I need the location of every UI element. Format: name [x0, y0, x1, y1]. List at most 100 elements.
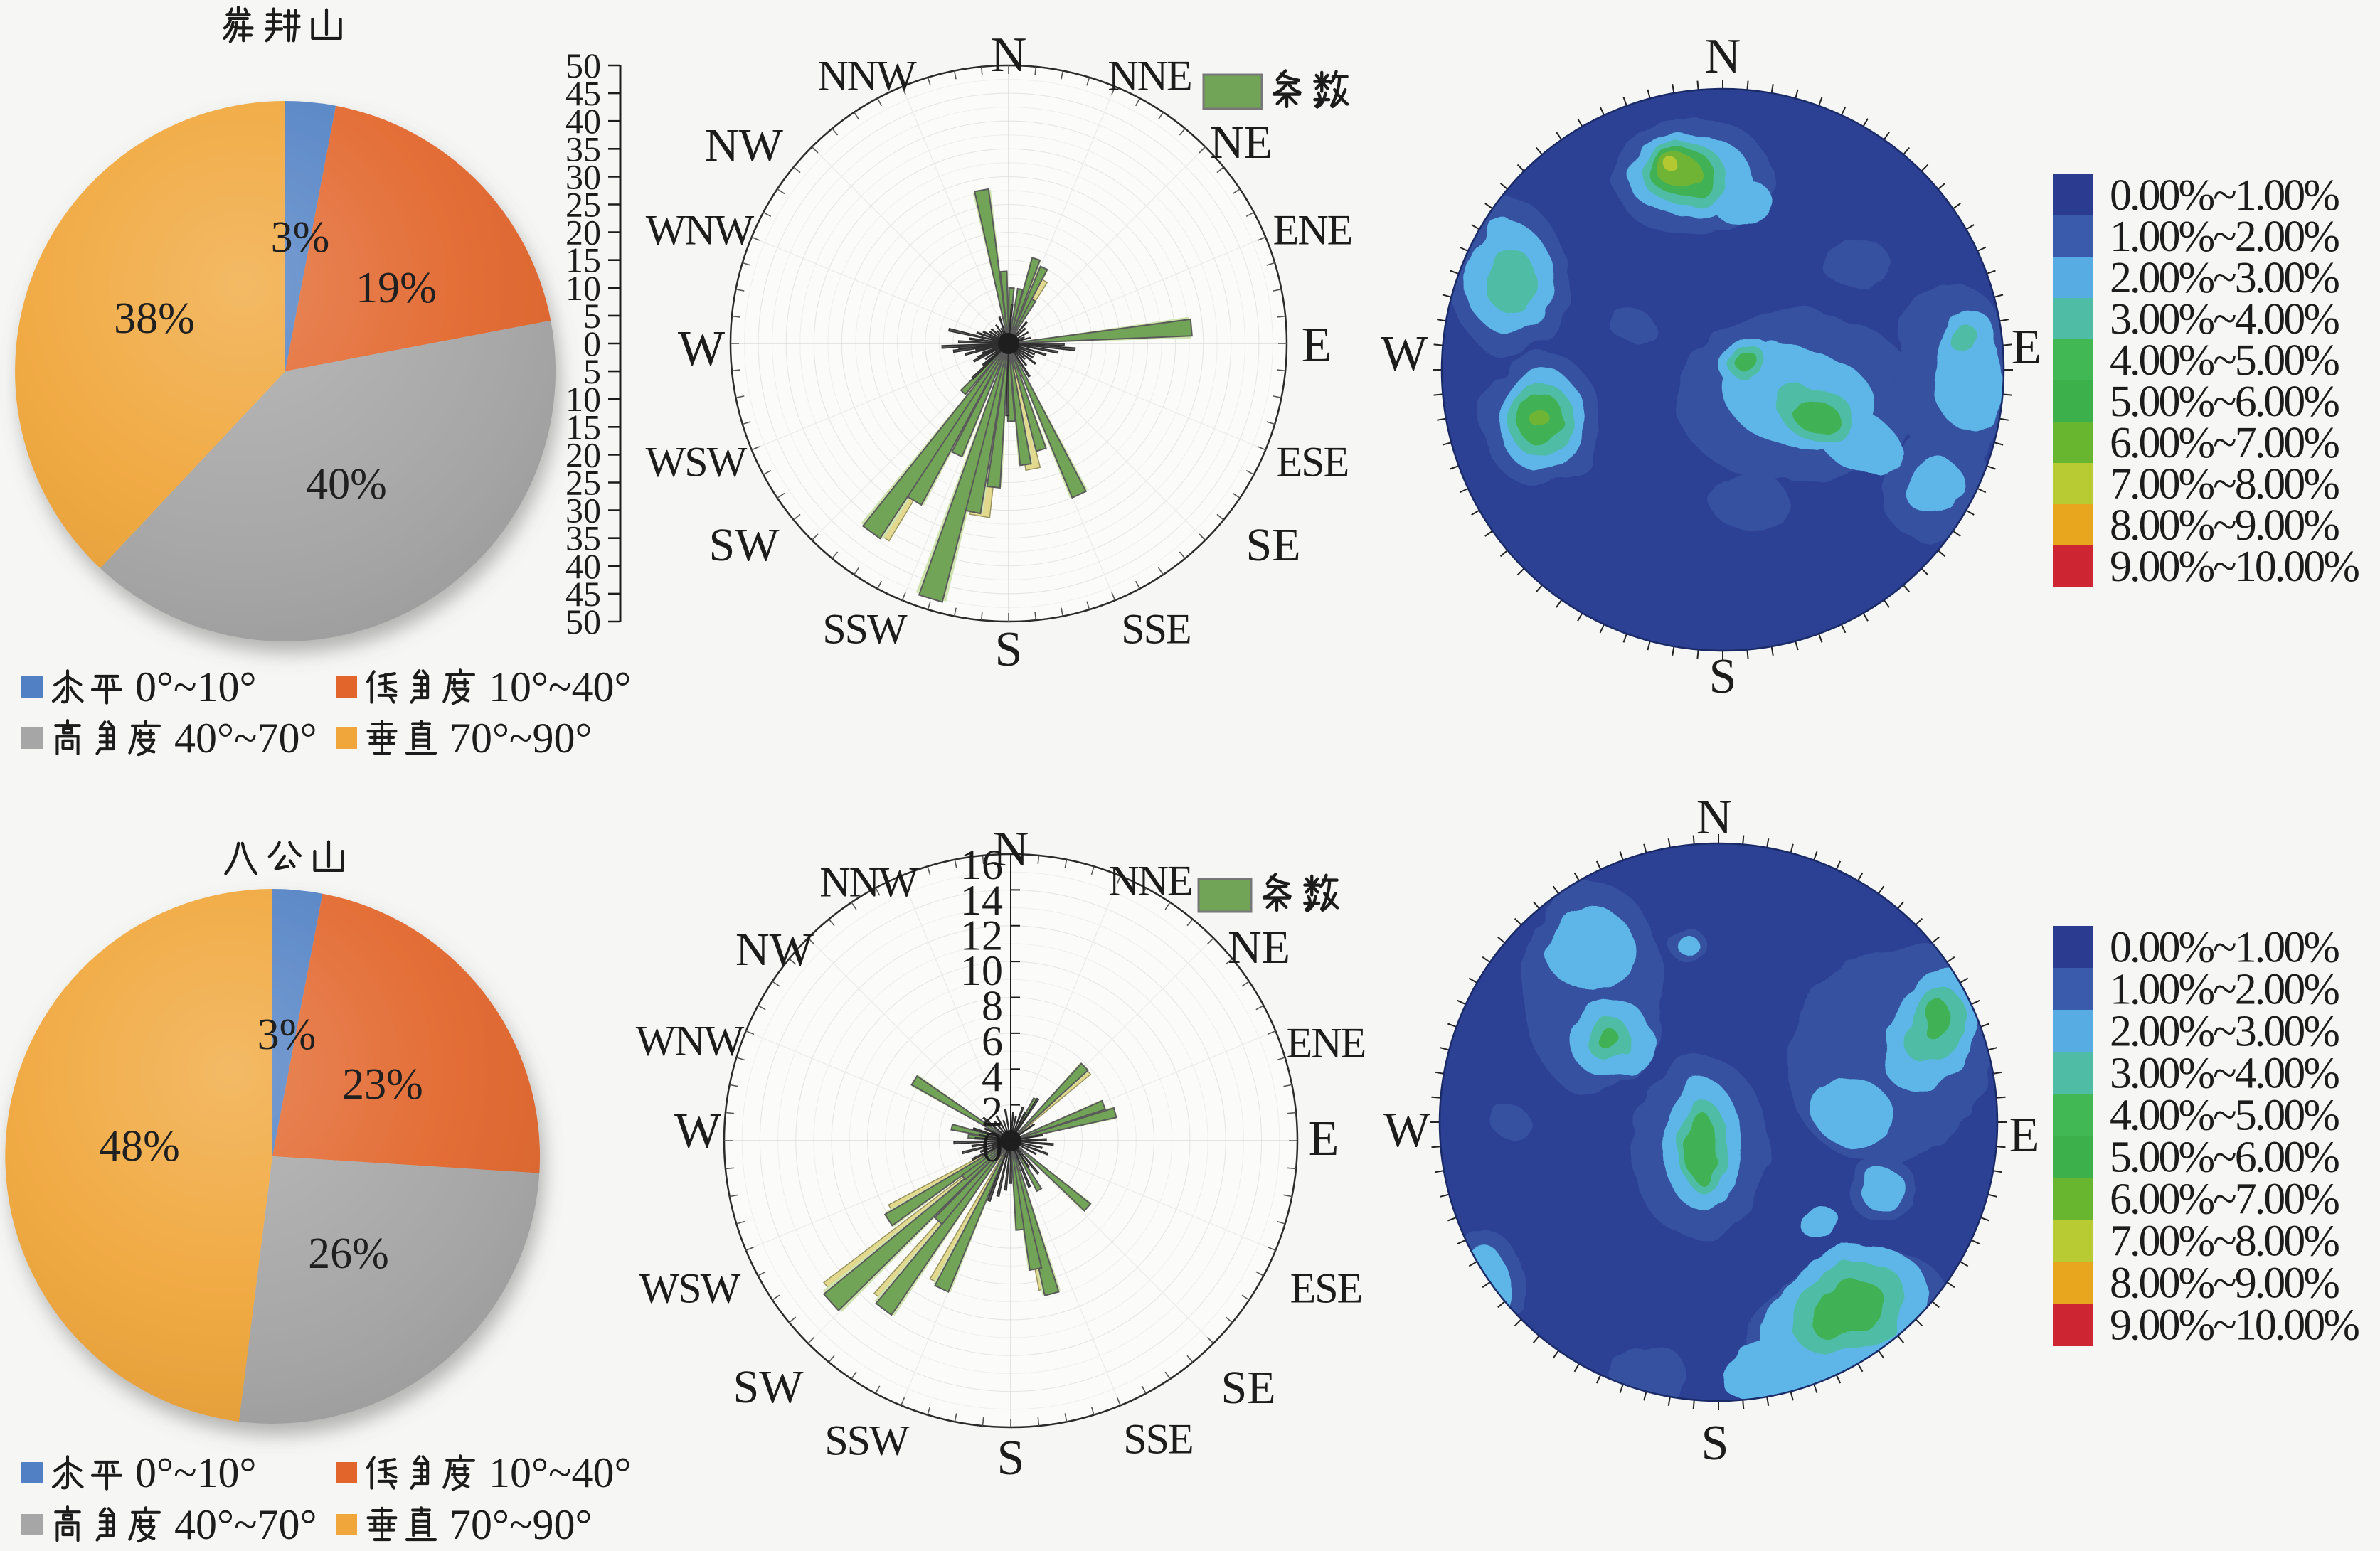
svg-text:W: W	[1381, 326, 1428, 381]
svg-text:SE: SE	[1245, 519, 1300, 571]
svg-text:19%: 19%	[356, 264, 437, 312]
svg-text:NE: NE	[1228, 922, 1290, 974]
svg-text:70°~90°: 70°~90°	[450, 1501, 592, 1547]
svg-text:NNE: NNE	[1108, 858, 1191, 905]
svg-text:45: 45	[565, 574, 601, 614]
svg-text:SE: SE	[1221, 1362, 1275, 1414]
svg-text:ESE: ESE	[1277, 439, 1349, 486]
svg-text:15: 15	[565, 240, 601, 280]
svg-text:S: S	[997, 1431, 1025, 1486]
svg-text:35: 35	[565, 518, 601, 558]
svg-text:8.00%~9.00%: 8.00%~9.00%	[2110, 501, 2339, 550]
svg-text:0°~10°: 0°~10°	[135, 1449, 256, 1496]
svg-text:23%: 23%	[342, 1060, 423, 1109]
svg-text:6.00%~7.00%: 6.00%~7.00%	[2110, 419, 2339, 467]
svg-text:5: 5	[583, 351, 601, 391]
svg-text:S: S	[995, 622, 1023, 677]
svg-text:WSW: WSW	[646, 439, 748, 486]
svg-text:W: W	[1383, 1103, 1430, 1158]
svg-text:N: N	[1705, 29, 1741, 84]
svg-text:5: 5	[583, 296, 601, 336]
svg-text:4: 4	[982, 1053, 1003, 1100]
svg-text:6: 6	[982, 1018, 1003, 1065]
svg-text:10°~40°: 10°~40°	[489, 1449, 631, 1496]
svg-text:20: 20	[565, 213, 601, 252]
svg-text:7.00%~8.00%: 7.00%~8.00%	[2110, 460, 2339, 508]
svg-text:38%: 38%	[114, 294, 195, 343]
svg-text:NNW: NNW	[819, 859, 919, 906]
svg-text:8.00%~9.00%: 8.00%~9.00%	[2110, 1259, 2339, 1308]
svg-text:E: E	[1302, 318, 1332, 373]
svg-text:SSE: SSE	[1123, 1416, 1192, 1463]
svg-text:NNW: NNW	[817, 53, 917, 100]
svg-text:NE: NE	[1210, 117, 1273, 169]
svg-text:70°~90°: 70°~90°	[450, 715, 592, 762]
svg-text:WNW: WNW	[646, 207, 755, 254]
svg-text:40°~70°: 40°~70°	[174, 1501, 317, 1547]
svg-text:WNW: WNW	[636, 1018, 745, 1065]
svg-text:9.00%~10.00%: 9.00%~10.00%	[2110, 543, 2359, 591]
svg-text:25: 25	[565, 185, 601, 225]
svg-text:SW: SW	[733, 1361, 804, 1413]
svg-text:1.00%~2.00%: 1.00%~2.00%	[2110, 213, 2339, 261]
svg-text:W: W	[678, 321, 725, 376]
svg-text:50: 50	[565, 602, 601, 641]
svg-text:3%: 3%	[257, 1011, 317, 1059]
svg-text:NW: NW	[735, 924, 814, 976]
svg-text:2: 2	[982, 1088, 1003, 1135]
svg-text:9.00%~10.00%: 9.00%~10.00%	[2110, 1301, 2359, 1350]
svg-text:0: 0	[982, 1124, 1003, 1171]
svg-text:W: W	[674, 1104, 721, 1158]
svg-text:E: E	[2012, 320, 2042, 375]
svg-text:6.00%~7.00%: 6.00%~7.00%	[2110, 1176, 2339, 1224]
svg-text:4.00%~5.00%: 4.00%~5.00%	[2110, 1092, 2339, 1140]
svg-text:4.00%~5.00%: 4.00%~5.00%	[2110, 336, 2339, 385]
svg-text:14: 14	[960, 877, 1003, 924]
svg-text:SSE: SSE	[1121, 606, 1190, 653]
svg-text:0°~10°: 0°~10°	[135, 663, 256, 710]
svg-text:12: 12	[960, 912, 1003, 959]
svg-text:0.00%~1.00%: 0.00%~1.00%	[2110, 924, 2339, 972]
svg-text:16: 16	[960, 841, 1003, 888]
svg-text:3%: 3%	[271, 213, 330, 262]
svg-text:10°~40°: 10°~40°	[489, 663, 631, 710]
svg-text:N: N	[991, 28, 1027, 82]
svg-text:30: 30	[565, 156, 601, 196]
svg-text:40%: 40%	[306, 460, 387, 508]
svg-text:S: S	[1701, 1416, 1729, 1471]
svg-text:40: 40	[565, 546, 601, 586]
svg-text:20: 20	[565, 435, 601, 474]
svg-text:2.00%~3.00%: 2.00%~3.00%	[2110, 1008, 2339, 1056]
svg-text:WSW: WSW	[639, 1265, 741, 1312]
svg-text:5.00%~6.00%: 5.00%~6.00%	[2110, 378, 2339, 426]
svg-text:40: 40	[565, 101, 601, 141]
svg-text:0: 0	[583, 324, 601, 363]
svg-text:SSW: SSW	[824, 1417, 910, 1464]
svg-text:ENE: ENE	[1287, 1020, 1366, 1067]
svg-text:30: 30	[565, 491, 601, 531]
svg-text:8: 8	[982, 983, 1003, 1030]
svg-text:35: 35	[565, 129, 601, 169]
svg-text:15: 15	[565, 407, 601, 447]
svg-text:3.00%~4.00%: 3.00%~4.00%	[2110, 1050, 2339, 1098]
svg-text:E: E	[2009, 1108, 2040, 1163]
svg-text:26%: 26%	[308, 1230, 389, 1278]
svg-text:5.00%~6.00%: 5.00%~6.00%	[2110, 1134, 2339, 1182]
svg-text:40°~70°: 40°~70°	[174, 715, 317, 762]
svg-text:ENE: ENE	[1273, 207, 1352, 254]
svg-text:1.00%~2.00%: 1.00%~2.00%	[2110, 966, 2339, 1014]
svg-text:3.00%~4.00%: 3.00%~4.00%	[2110, 295, 2339, 343]
svg-text:25: 25	[565, 463, 601, 503]
svg-text:ESE: ESE	[1290, 1265, 1362, 1312]
svg-text:50: 50	[565, 46, 601, 85]
svg-text:N: N	[1696, 790, 1733, 845]
svg-text:7.00%~8.00%: 7.00%~8.00%	[2110, 1217, 2339, 1266]
svg-text:0.00%~1.00%: 0.00%~1.00%	[2110, 171, 2339, 220]
svg-text:10: 10	[565, 379, 601, 419]
svg-text:45: 45	[565, 73, 601, 113]
svg-text:10: 10	[565, 268, 601, 308]
svg-text:NW: NW	[705, 119, 784, 171]
svg-text:SSW: SSW	[822, 606, 908, 653]
svg-text:SW: SW	[709, 519, 780, 571]
svg-text:2.00%~3.00%: 2.00%~3.00%	[2110, 254, 2339, 302]
